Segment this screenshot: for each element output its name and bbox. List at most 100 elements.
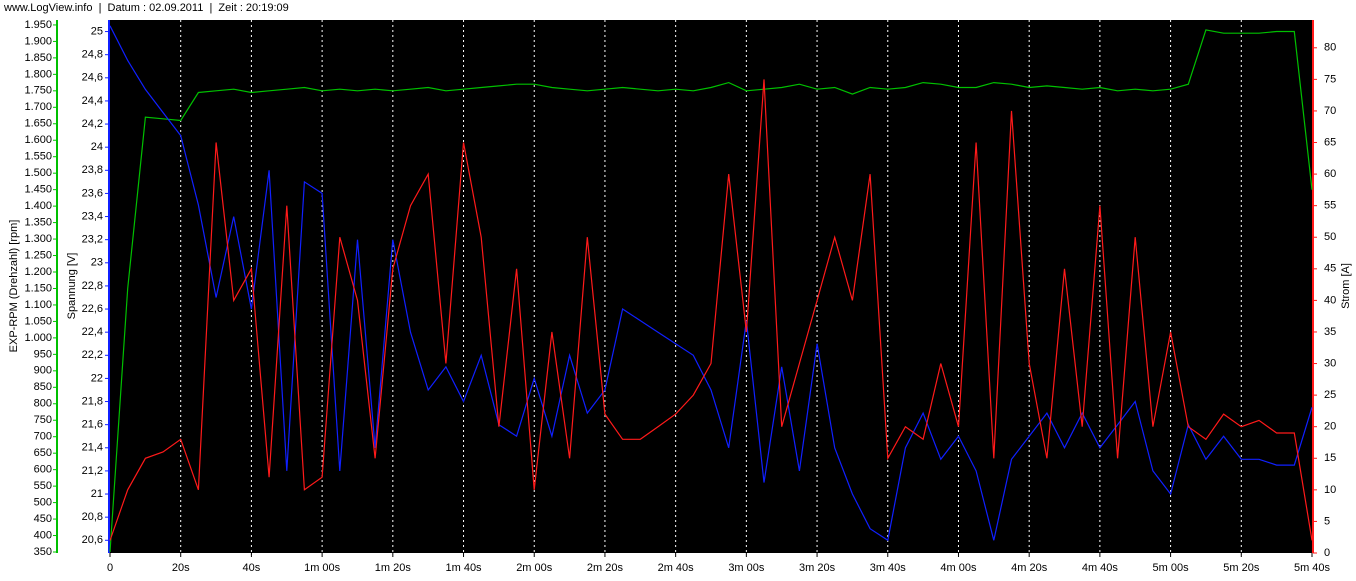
y2-tick-label: 21,4 bbox=[82, 442, 103, 454]
y2-tick-label: 25 bbox=[91, 25, 103, 37]
x-tick-label: 3m 00s bbox=[728, 562, 765, 574]
y3-tick-label: 50 bbox=[1324, 231, 1336, 243]
y-tick-label: 550 bbox=[34, 480, 52, 492]
y2-tick-label: 23,6 bbox=[82, 187, 103, 199]
y3-tick-label: 30 bbox=[1324, 357, 1336, 369]
y3-tick-label: 15 bbox=[1324, 452, 1336, 464]
y-tick-label: 1.500 bbox=[24, 167, 52, 179]
y-tick-label: 950 bbox=[34, 348, 52, 360]
y2-tick-label: 21 bbox=[91, 488, 103, 500]
x-tick-label: 2m 00s bbox=[516, 562, 553, 574]
x-tick-label: 5m 00s bbox=[1153, 562, 1190, 574]
y2-tick-label: 22,4 bbox=[82, 326, 103, 338]
y-axis-label: EXP-RPM (Drehzahl) [rpm] bbox=[8, 220, 20, 353]
y-tick-label: 1.300 bbox=[24, 233, 52, 245]
y-tick-label: 1.400 bbox=[24, 200, 52, 212]
y-tick-label: 900 bbox=[34, 365, 52, 377]
series-line bbox=[109, 29, 1313, 553]
y-tick-label: 1.200 bbox=[24, 266, 52, 278]
y3-axis-label: Strom [A] bbox=[1340, 263, 1352, 309]
y2-axis-label: Spannung [V] bbox=[66, 253, 78, 320]
y3-tick-label: 5 bbox=[1324, 515, 1330, 527]
x-tick-label: 2m 40s bbox=[658, 562, 695, 574]
x-tick-label: 4m 20s bbox=[1011, 562, 1048, 574]
y-tick-label: 1.600 bbox=[24, 134, 52, 146]
y3-tick-label: 60 bbox=[1324, 168, 1336, 180]
y-tick-label: 350 bbox=[34, 546, 52, 558]
x-tick-label: 1m 20s bbox=[375, 562, 412, 574]
y-tick-label: 750 bbox=[34, 414, 52, 426]
y2-tick-label: 24,2 bbox=[82, 118, 103, 130]
x-tick-label: 3m 40s bbox=[870, 562, 907, 574]
y2-tick-label: 21,8 bbox=[82, 395, 103, 407]
y-tick-label: 1.850 bbox=[24, 52, 52, 64]
y-tick-label: 650 bbox=[34, 447, 52, 459]
x-tick-label: 5m 20s bbox=[1223, 562, 1260, 574]
y2-tick-label: 24,6 bbox=[82, 72, 103, 84]
plot-area bbox=[110, 20, 1312, 553]
y3-tick-label: 70 bbox=[1324, 105, 1336, 117]
y2-tick-label: 24,8 bbox=[82, 49, 103, 61]
y-tick-label: 600 bbox=[34, 464, 52, 476]
x-tick-label: 40s bbox=[243, 562, 261, 574]
y-tick-label: 1.350 bbox=[24, 216, 52, 228]
x-tick-label: 1m 40s bbox=[445, 562, 482, 574]
y-tick-label: 1.900 bbox=[24, 35, 52, 47]
series-line bbox=[109, 25, 1313, 542]
y2-tick-label: 24 bbox=[91, 141, 103, 153]
y-tick-label: 400 bbox=[34, 529, 52, 541]
y2-tick-label: 22,8 bbox=[82, 280, 103, 292]
y-tick-label: 1.000 bbox=[24, 332, 52, 344]
y-tick-label: 500 bbox=[34, 497, 52, 509]
x-tick-label: 4m 40s bbox=[1082, 562, 1119, 574]
y-tick-label: 1.700 bbox=[24, 101, 52, 113]
x-tick-label: 5m 40s bbox=[1294, 562, 1331, 574]
y-tick-label: 1.250 bbox=[24, 249, 52, 261]
y-tick-label: 1.800 bbox=[24, 68, 52, 80]
x-tick-label: 1m 00s bbox=[304, 562, 341, 574]
y3-tick-label: 0 bbox=[1324, 547, 1330, 559]
y2-tick-label: 20,6 bbox=[82, 534, 103, 546]
y-tick-label: 1.750 bbox=[24, 85, 52, 97]
y3-tick-label: 40 bbox=[1324, 294, 1336, 306]
y-tick-label: 1.450 bbox=[24, 184, 52, 196]
y-tick-label: 1.050 bbox=[24, 315, 52, 327]
y-tick-label: 700 bbox=[34, 431, 52, 443]
y2-tick-label: 22,6 bbox=[82, 303, 103, 315]
y2-tick-label: 23 bbox=[91, 257, 103, 269]
x-tick-label: 3m 20s bbox=[799, 562, 836, 574]
y-tick-label: 850 bbox=[34, 381, 52, 393]
y3-tick-label: 65 bbox=[1324, 136, 1336, 148]
y2-tick-label: 22 bbox=[91, 372, 103, 384]
y3-tick-label: 35 bbox=[1324, 326, 1336, 338]
y-tick-label: 800 bbox=[34, 398, 52, 410]
series-line bbox=[109, 79, 1313, 541]
y3-tick-label: 75 bbox=[1324, 73, 1336, 85]
y3-tick-label: 45 bbox=[1324, 263, 1336, 275]
header: www.LogView.info | Datum : 02.09.2011 | … bbox=[3, 2, 289, 14]
y2-tick-label: 23,8 bbox=[82, 164, 103, 176]
y-tick-label: 450 bbox=[34, 513, 52, 525]
y2-tick-label: 21,6 bbox=[82, 419, 103, 431]
y-tick-label: 1.550 bbox=[24, 151, 52, 163]
x-tick-label: 4m 00s bbox=[940, 562, 977, 574]
y2-tick-label: 23,2 bbox=[82, 234, 103, 246]
y2-tick-label: 24,4 bbox=[82, 95, 103, 107]
y2-tick-label: 20,8 bbox=[82, 511, 103, 523]
y2-tick-label: 21,2 bbox=[82, 465, 103, 477]
y3-tick-label: 10 bbox=[1324, 484, 1336, 496]
y3-tick-label: 20 bbox=[1324, 421, 1336, 433]
y-tick-label: 1.650 bbox=[24, 118, 52, 130]
y2-tick-label: 23,4 bbox=[82, 210, 103, 222]
y3-tick-label: 80 bbox=[1324, 42, 1336, 54]
y-tick-label: 1.100 bbox=[24, 299, 52, 311]
y2-tick-label: 22,2 bbox=[82, 349, 103, 361]
y-tick-label: 1.150 bbox=[24, 282, 52, 294]
x-tick-label: 0 bbox=[107, 562, 113, 574]
x-tick-label: 20s bbox=[172, 562, 190, 574]
y-tick-label: 1.950 bbox=[24, 19, 52, 31]
y3-tick-label: 25 bbox=[1324, 389, 1336, 401]
x-tick-label: 2m 20s bbox=[587, 562, 624, 574]
y3-tick-label: 55 bbox=[1324, 200, 1336, 212]
